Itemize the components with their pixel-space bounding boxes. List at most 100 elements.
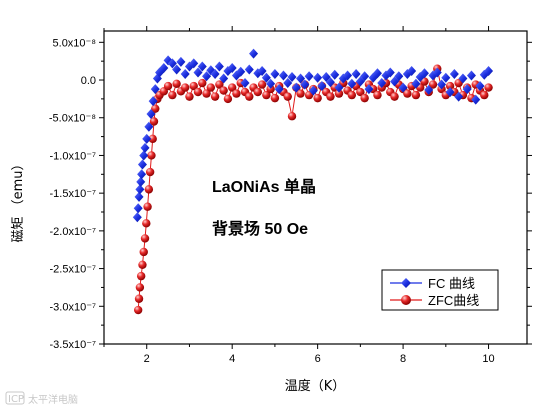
y-tick-label: -2.5x10⁻⁷	[50, 264, 96, 276]
data-point-fc	[134, 191, 144, 202]
y-tick-label: -3.5x10⁻⁷	[50, 339, 96, 351]
data-point-zfc	[215, 80, 224, 89]
data-point-fc	[475, 81, 485, 92]
data-point-zfc	[198, 78, 207, 88]
y-tick-label: -2.0x10⁻⁷	[50, 226, 96, 238]
data-point-fc	[407, 65, 417, 76]
data-point-fc	[176, 56, 186, 67]
data-point-zfc	[143, 202, 152, 211]
data-point-fc	[394, 71, 404, 82]
data-point-zfc	[411, 90, 421, 100]
data-point-fc	[184, 61, 194, 72]
axes-group: 2 4 6 8 10 5.0x10⁻⁸ 0.0 -5.0x10⁻⁸ -1.0x10⁻⁷ -1.5x…	[49, 26, 532, 365]
data-point-zfc	[219, 86, 228, 95]
data-point-fc	[244, 64, 254, 75]
data-point-fc	[330, 69, 340, 80]
data-point-fc	[449, 68, 459, 79]
data-point-zfc	[149, 117, 159, 126]
data-point-zfc	[356, 87, 365, 97]
legend-label-fc: FC 曲线	[428, 276, 475, 291]
data-point-fc	[146, 108, 156, 119]
legend-item-fc: FC 曲线	[390, 276, 475, 291]
data-point-fc	[240, 78, 250, 89]
legend-box	[381, 269, 499, 311]
data-point-fc	[257, 65, 267, 76]
data-point-fc	[210, 68, 220, 79]
x-tick-label: 8	[400, 353, 406, 365]
data-point-fc	[167, 58, 177, 69]
data-point-fc	[159, 62, 169, 73]
data-point-fc	[270, 68, 280, 79]
data-point-zfc	[135, 283, 145, 292]
data-point-zfc	[133, 305, 143, 315]
data-point-fc	[214, 61, 224, 72]
data-point-zfc	[163, 81, 173, 91]
data-point-zfc	[428, 80, 438, 89]
data-point-zfc	[206, 83, 216, 92]
data-point-fc	[172, 64, 182, 75]
data-point-fc	[432, 67, 442, 78]
data-point-fc	[360, 71, 370, 82]
data-point-zfc	[257, 80, 267, 89]
data-point-fc	[148, 96, 158, 107]
data-point-fc	[137, 159, 147, 170]
data-point-fc	[355, 76, 365, 87]
data-point-zfc	[136, 271, 146, 281]
data-point-fc	[139, 150, 149, 161]
data-point-zfc	[185, 92, 194, 101]
data-point-zfc	[144, 185, 154, 194]
data-point-zfc	[445, 81, 455, 91]
data-point-zfc	[253, 87, 263, 97]
data-point-fc	[321, 72, 331, 83]
data-point-fc	[462, 84, 472, 95]
data-point-fc	[266, 78, 276, 89]
data-point-zfc	[360, 93, 369, 103]
data-point-fc	[471, 94, 481, 105]
data-point-fc	[219, 73, 229, 84]
data-point-fc	[377, 78, 387, 89]
series-fc	[132, 48, 494, 223]
data-point-fc	[133, 203, 143, 214]
data-point-zfc	[484, 83, 493, 92]
data-point-zfc	[189, 81, 198, 91]
data-point-fc	[197, 61, 207, 72]
data-point-zfc	[262, 90, 271, 100]
data-point-fc	[300, 79, 310, 90]
data-point-fc	[287, 72, 297, 83]
data-point-zfc	[245, 92, 254, 101]
data-point-fc	[313, 72, 323, 83]
legend-label-zfc: ZFC曲线	[428, 293, 479, 308]
x-axis-title: 温度（K）	[285, 378, 346, 394]
data-point-fc	[351, 68, 361, 79]
x-tick-label: 10	[482, 353, 494, 365]
data-point-fc	[274, 84, 284, 95]
y-tick-label: -5.0x10⁻⁸	[49, 113, 96, 125]
data-point-zfc	[138, 260, 147, 270]
data-point-fc	[325, 77, 335, 88]
y-axis-title: 磁矩 （emu）	[11, 157, 26, 242]
data-point-fc	[189, 58, 199, 69]
data-point-zfc	[390, 92, 399, 101]
data-point-zfc	[145, 167, 155, 177]
data-point-fc	[347, 78, 357, 89]
data-point-fc	[249, 48, 259, 59]
data-point-zfc	[296, 89, 305, 98]
data-point-zfc	[193, 87, 203, 97]
data-point-fc	[424, 84, 434, 95]
watermark-badge: ICP	[8, 394, 24, 405]
watermark-logo-icon	[5, 391, 25, 405]
data-point-fc	[390, 76, 400, 87]
data-point-zfc	[147, 151, 156, 160]
data-point-zfc	[172, 79, 181, 88]
series-layer	[132, 48, 494, 315]
data-point-fc	[445, 87, 455, 98]
legend: FC 曲线 ZFC曲线	[381, 269, 499, 311]
legend-item-zfc: ZFC曲线	[390, 293, 479, 308]
data-point-zfc	[210, 92, 220, 101]
data-point-zfc	[313, 93, 322, 103]
data-point-zfc	[227, 83, 237, 92]
watermark-text: 太平洋电脑	[28, 393, 78, 406]
data-point-fc	[136, 176, 146, 187]
data-point-fc	[202, 71, 212, 82]
